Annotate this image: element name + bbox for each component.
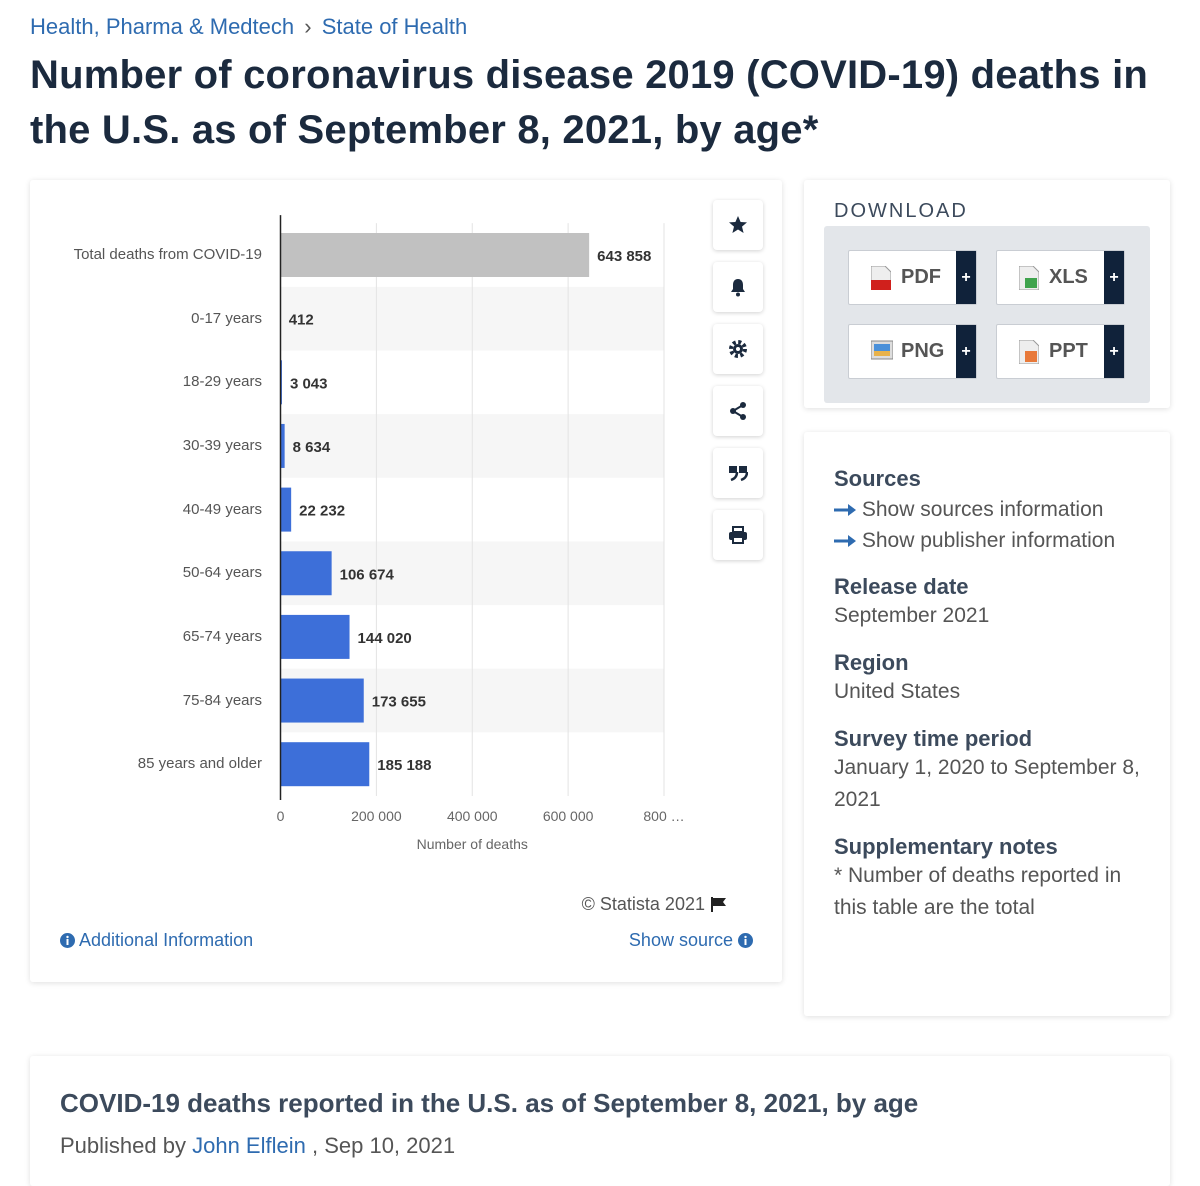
show-source-link[interactable]: Show source: [629, 930, 753, 951]
category-label: 0-17 years: [60, 309, 262, 329]
x-tick-label: 400 000: [447, 808, 498, 824]
favorite-button[interactable]: [713, 200, 763, 250]
category-label: 75-84 years: [60, 691, 262, 711]
details-card: Sources Show sources information Show pu…: [804, 432, 1170, 1016]
link-text: Show sources information: [862, 498, 1104, 521]
arrow-icon: [834, 504, 856, 516]
bar: [281, 551, 332, 595]
category-label: 65-74 years: [60, 627, 262, 647]
bar: [281, 488, 292, 532]
x-axis-label: Number of deaths: [417, 836, 528, 852]
add-icon: +: [1104, 251, 1124, 304]
info-icon: [60, 933, 75, 948]
format-label: PPT: [1049, 340, 1088, 363]
download-button[interactable]: PNG +: [848, 324, 977, 379]
value-label: 643 858: [597, 248, 651, 265]
additional-info-text: Additional Information: [79, 930, 253, 950]
publication-title: COVID-19 deaths reported in the U.S. as …: [60, 1088, 918, 1119]
download-card: DOWNLOAD PDF + XLS + PNG + PPT +: [804, 180, 1170, 408]
format-label: XLS: [1049, 266, 1088, 289]
category-label: 30-39 years: [60, 436, 262, 456]
add-icon: +: [1104, 325, 1124, 378]
value-label: 106 674: [340, 566, 395, 583]
detail-heading: Supplementary notes: [834, 834, 1144, 860]
publication-meta: Published by John Elflein , Sep 10, 2021: [60, 1130, 455, 1162]
x-tick-label: 600 000: [543, 808, 594, 824]
detail-heading: Region: [834, 650, 1144, 676]
detail-text: September 2021: [834, 600, 1144, 632]
add-icon: +: [956, 251, 976, 304]
details-list: Sources Show sources information Show pu…: [834, 466, 1144, 924]
value-label: 412: [289, 312, 314, 329]
link-text: Show publisher information: [862, 529, 1115, 552]
page: Health, Pharma & Medtech › State of Heal…: [0, 0, 1200, 1154]
download-panel: PDF + XLS + PNG + PPT +: [824, 226, 1150, 403]
arrow-icon: [834, 535, 856, 547]
value-label: 3 043: [290, 375, 328, 392]
detail-text: January 1, 2020 to September 8, 2021: [834, 752, 1144, 816]
bar: [281, 742, 370, 786]
category-label: 40-49 years: [60, 500, 262, 520]
detail-text: * Number of deaths reported in this tabl…: [834, 860, 1144, 924]
download-button[interactable]: PDF +: [848, 250, 977, 305]
category-label: 18-29 years: [60, 372, 262, 392]
print-button[interactable]: [713, 510, 763, 560]
download-button[interactable]: XLS +: [996, 250, 1125, 305]
alert-button[interactable]: [713, 262, 763, 312]
value-label: 185 188: [377, 757, 431, 774]
x-tick-label: 800 …: [643, 808, 684, 824]
value-label: 22 232: [299, 503, 345, 520]
sources-heading: Sources: [834, 466, 1144, 492]
add-icon: +: [956, 325, 976, 378]
download-heading: DOWNLOAD: [834, 200, 968, 223]
detail-text: United States: [834, 676, 1144, 708]
bar: [281, 679, 364, 723]
flag-icon: [710, 896, 728, 912]
publisher-link[interactable]: Show publisher information: [834, 526, 1144, 556]
value-label: 173 655: [372, 694, 426, 711]
copyright: © Statista 2021: [582, 894, 728, 915]
value-label: 144 020: [358, 630, 412, 647]
download-button[interactable]: PPT +: [996, 324, 1125, 379]
info-icon: [738, 933, 753, 948]
show-source-text: Show source: [629, 930, 733, 950]
bar: [281, 615, 350, 659]
published-by: Published by: [60, 1133, 186, 1158]
category-label: 85 years and older: [60, 754, 262, 774]
copyright-text: © Statista 2021: [582, 894, 705, 914]
share-button[interactable]: [713, 386, 763, 436]
x-tick-label: 0: [277, 808, 285, 824]
source-link[interactable]: Show sources information: [834, 494, 1144, 526]
format-label: PDF: [901, 266, 941, 289]
x-tick-label: 200 000: [351, 808, 402, 824]
additional-info-link[interactable]: Additional Information: [60, 930, 253, 951]
category-label: Total deaths from COVID-19: [60, 245, 262, 265]
format-label: PNG: [901, 340, 944, 363]
settings-button[interactable]: [713, 324, 763, 374]
value-label: 8 634: [293, 439, 331, 456]
author-link[interactable]: John Elflein: [192, 1133, 306, 1158]
detail-heading: Release date: [834, 574, 1144, 600]
publish-date: , Sep 10, 2021: [312, 1133, 455, 1158]
detail-heading: Survey time period: [834, 726, 1144, 752]
bar: [281, 233, 590, 277]
category-label: 50-64 years: [60, 563, 262, 583]
publication-card: COVID-19 deaths reported in the U.S. as …: [30, 1056, 1170, 1186]
cite-button[interactable]: [713, 448, 763, 498]
